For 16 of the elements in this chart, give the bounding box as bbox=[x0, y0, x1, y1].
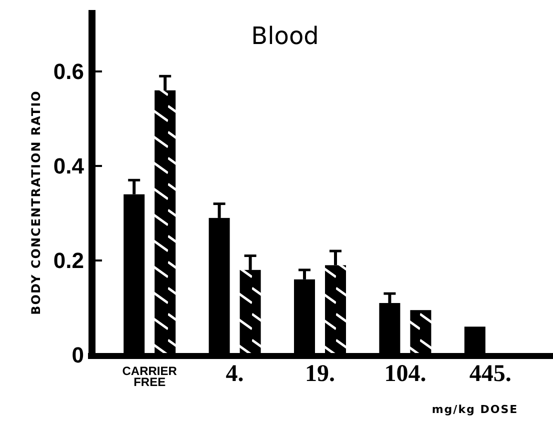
y-tick-label: 0 bbox=[72, 342, 84, 368]
y-tick-label: 0.4 bbox=[53, 154, 85, 179]
text: Blood bbox=[251, 22, 319, 50]
bar bbox=[410, 310, 432, 355]
y-tick-label: 0.2 bbox=[53, 248, 84, 274]
x-tick-label: CARRIER FREE bbox=[122, 364, 178, 389]
x-tick-label: 19. bbox=[305, 361, 335, 387]
x-tick-label: 445. bbox=[469, 361, 512, 387]
y-axis-title: BODY CONCENTRATION RATIO bbox=[29, 90, 43, 315]
y-tick-label: 0.6 bbox=[53, 59, 84, 84]
x-tick-label: 4. bbox=[226, 361, 244, 387]
bar bbox=[154, 90, 176, 355]
x-tick-label: 104. bbox=[384, 361, 426, 387]
bar bbox=[325, 265, 346, 355]
x-axis-title: mg/kg DOSE bbox=[432, 403, 518, 416]
bar bbox=[240, 270, 261, 355]
